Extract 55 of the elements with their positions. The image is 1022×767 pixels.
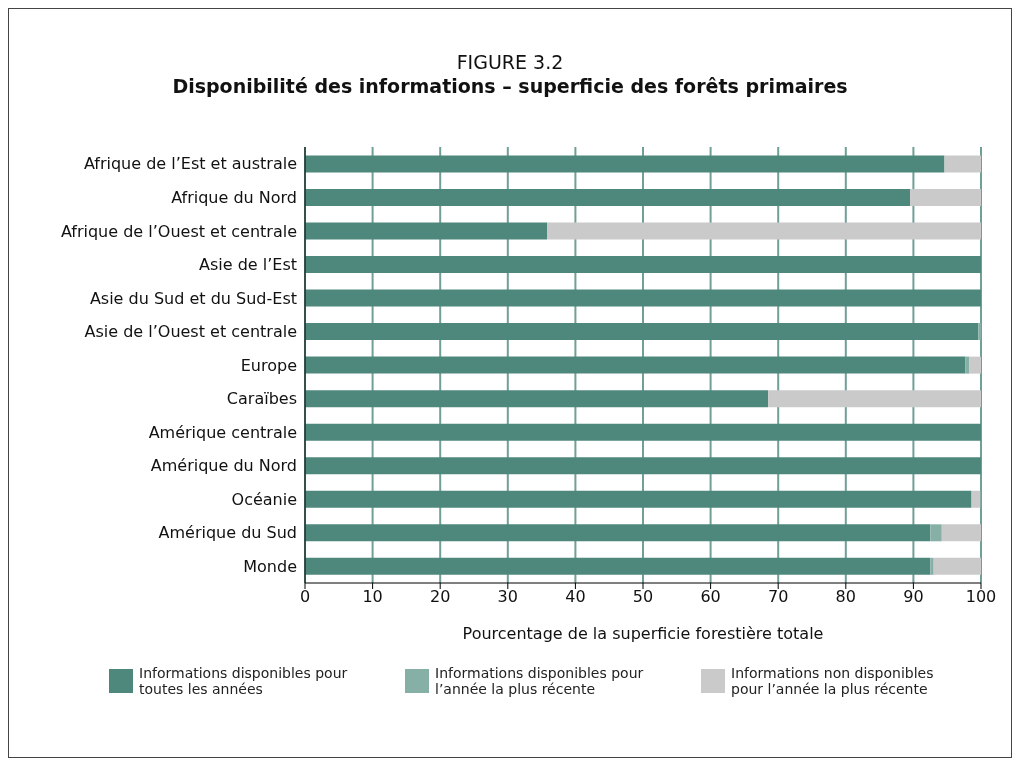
bar: [305, 557, 931, 575]
bar: [305, 155, 945, 173]
x-tick-label: 60: [700, 587, 721, 607]
bar: [305, 457, 981, 475]
bar: [305, 256, 981, 273]
y-tick-label: Asie du Sud et du Sud-Est: [89, 288, 297, 308]
x-tick-label: 10: [362, 587, 383, 607]
bar: [930, 524, 942, 542]
x-tick-label: 50: [632, 587, 654, 607]
bar: [547, 222, 981, 240]
legend-label: Informations disponibles pour l’année la plus récente: [435, 665, 645, 697]
bar: [305, 356, 966, 374]
x-tick-label: 80: [835, 587, 856, 607]
bar: [941, 524, 981, 542]
bar: [305, 222, 548, 240]
y-tick-label: Amérique du Sud: [158, 523, 297, 543]
x-tick-label: 90: [903, 587, 924, 607]
y-tick-label: Asie de l’Ouest et centrale: [84, 322, 297, 342]
y-tick-label: Monde: [243, 556, 297, 576]
y-tick-label: Océanie: [231, 489, 297, 509]
bar: [305, 390, 769, 408]
y-tick-label: Europe: [240, 355, 297, 375]
x-tick-label: 30: [497, 587, 518, 607]
bar: [930, 557, 934, 575]
bar: [305, 524, 931, 542]
y-tick-label: Amérique du Nord: [150, 456, 297, 476]
x-tick-label: 40: [565, 587, 586, 607]
bar: [971, 490, 981, 508]
y-tick-label: Asie de l’Est: [199, 255, 297, 275]
legend-label: Informations non disponibles pour l’année la plus récente: [731, 665, 935, 697]
chart-title: FIGURE 3.2: [455, 51, 565, 73]
bar: [933, 557, 981, 575]
chart-subtitle: Disponibilité des informations – superficie des forêts primaires: [171, 75, 849, 97]
legend-label: Informations disponibles pour toutes les années: [139, 665, 349, 697]
y-tick-label: Afrique de l’Est et australe: [83, 154, 297, 174]
bar: [978, 323, 981, 341]
y-tick-label: Caraïbes: [226, 389, 297, 409]
bar: [768, 390, 981, 408]
bar: [305, 289, 981, 307]
bar: [969, 356, 981, 374]
x-tick-label: 20: [430, 587, 451, 607]
x-tick-label: 0: [299, 587, 311, 607]
x-axis-title: Pourcentage de la superficie forestière totale: [462, 624, 824, 643]
bar: [910, 188, 981, 206]
x-tick-label: 100: [965, 587, 997, 607]
bar: [965, 356, 970, 374]
bar: [305, 490, 972, 508]
y-tick-label: Amérique centrale: [148, 422, 297, 442]
x-tick-label: 70: [768, 587, 789, 607]
bar: [944, 155, 981, 173]
bar: [305, 423, 981, 441]
y-tick-label: Afrique du Nord: [171, 187, 297, 207]
y-tick-label: Afrique de l’Ouest et centrale: [60, 221, 297, 241]
bar: [305, 188, 911, 206]
bar: [305, 323, 979, 341]
